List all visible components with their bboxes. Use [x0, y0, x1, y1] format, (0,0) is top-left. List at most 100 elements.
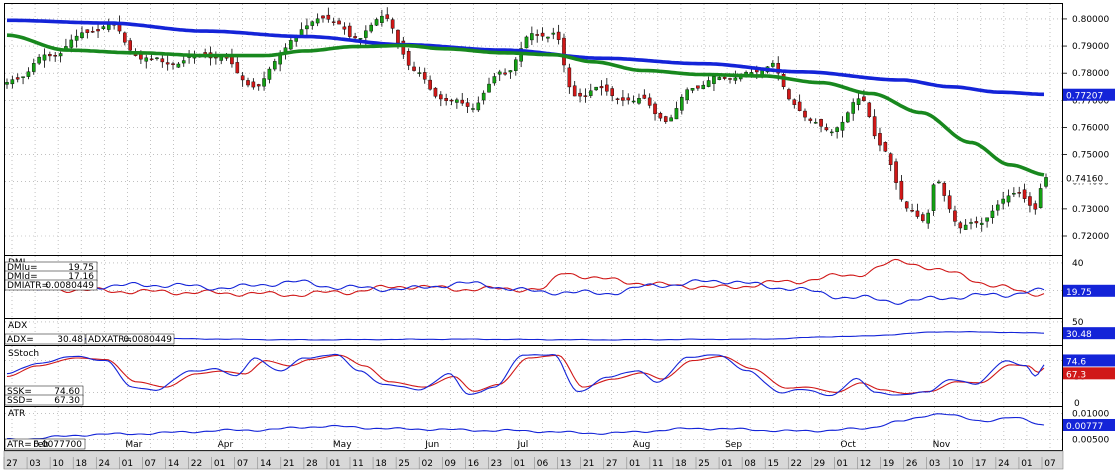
dmi-down-line: [6, 258, 1045, 298]
month-label: Nov: [933, 440, 951, 450]
adx-line: [7, 331, 1045, 341]
candle-down: [251, 81, 256, 88]
candle-down: [776, 63, 781, 74]
ma-long-tag-bg: [1063, 88, 1115, 101]
day-tick-label: 24: [99, 459, 111, 469]
candle-down: [449, 99, 454, 102]
candle-up: [262, 78, 266, 87]
day-tick-label: 21: [583, 459, 594, 469]
readout-value: 0.0080449: [123, 335, 172, 345]
candle-up: [42, 54, 47, 61]
month-label: Sep: [725, 440, 742, 450]
atr-value-tag: 0.00777: [1066, 422, 1103, 432]
candle-down: [562, 37, 566, 66]
atr-tick-label: 0.00500: [1072, 436, 1109, 446]
adx-panel[interactable]: ADX ADX= 30.48 ADXATR=0.0080449 50 30.48: [4, 318, 1116, 346]
candle-up: [937, 181, 941, 184]
candle-down: [610, 88, 614, 96]
candle-down: [396, 29, 400, 44]
candle-up: [1044, 177, 1048, 187]
candle-up: [5, 82, 9, 85]
candle-up: [176, 63, 181, 68]
day-tick-label: 01: [329, 459, 340, 469]
day-tick-label: 16: [468, 459, 480, 469]
candle-down: [439, 94, 443, 100]
candle-up: [455, 99, 459, 103]
readout-label: ADXATR=: [88, 335, 132, 345]
candle-up: [963, 224, 968, 230]
dmi-grid: [5, 256, 1062, 318]
price-tick-label: 0.79000: [1072, 42, 1109, 52]
candle-down: [128, 40, 132, 51]
candle-up: [181, 60, 186, 64]
candle-down: [572, 85, 577, 97]
day-tick-label: 01: [122, 459, 133, 469]
readout-label: DMIATR=: [7, 281, 49, 291]
candle-down: [15, 77, 20, 80]
candle-down: [433, 87, 438, 97]
readout-value: 0.0077700: [33, 440, 82, 450]
candle-up: [1006, 195, 1011, 203]
readout-box: [4, 394, 84, 406]
adx-axis: 50 30.48: [1063, 318, 1115, 340]
candle-down: [797, 101, 802, 112]
day-tick-label: 15: [767, 459, 778, 469]
day-tick-label: 03: [929, 459, 940, 469]
readout-value: 67.30: [54, 396, 80, 406]
candle-down: [862, 96, 866, 102]
month-label: Jun: [424, 440, 439, 450]
candle-up: [471, 108, 475, 110]
candle-down: [385, 14, 390, 19]
candle-down: [85, 29, 90, 33]
sstoch-grid: [5, 346, 1062, 406]
day-tick-label: 01: [1021, 459, 1032, 469]
adx-title: ADX: [8, 321, 27, 331]
price-panel[interactable]: 0.720000.730000.740000.750000.760000.770…: [4, 3, 1116, 256]
atr-value-tag-bg: [1063, 418, 1115, 431]
month-label: Jul: [516, 440, 528, 450]
candle-up: [69, 39, 74, 48]
day-labels: 27 03 10 18 24 01 07 14 22 01 07 14 21 28 01 11 18 25 02 09…: [3, 457, 1056, 469]
price-tick-label: 0.76000: [1072, 123, 1109, 133]
candle-up: [106, 24, 111, 30]
candle-down: [535, 34, 540, 36]
candle-down: [888, 153, 893, 165]
candle-down: [1033, 203, 1038, 210]
candle-down: [540, 32, 545, 37]
candle-up: [995, 204, 1000, 211]
candle-down: [347, 25, 352, 37]
candle-up: [101, 26, 106, 29]
month-label: Aug: [633, 440, 651, 450]
day-tick-label: 14: [168, 459, 180, 469]
ma-short-line: [6, 33, 1045, 177]
candle-up: [926, 212, 930, 224]
candle-down: [642, 94, 647, 99]
candle-down: [165, 62, 170, 65]
candle-down: [342, 26, 347, 30]
atr-panel[interactable]: ATR ATR= 0.0077700 0.01000 0.00500 0.00777: [4, 406, 1116, 451]
ma-long-line: [7, 18, 1044, 97]
dmi-value-tag: 19.75: [1066, 288, 1092, 298]
candle-down: [947, 195, 952, 210]
candle-down: [883, 142, 888, 152]
candle-up: [487, 83, 491, 93]
candle-up: [74, 35, 79, 41]
dmi-tick-label: 40: [1072, 259, 1084, 269]
candle-up: [26, 71, 31, 77]
candle-down: [583, 95, 588, 97]
candle-down: [808, 118, 813, 121]
day-tick-label: 12: [860, 459, 871, 469]
price-axis: 0.720000.730000.740000.750000.760000.770…: [1062, 15, 1109, 242]
month-label: Mar: [125, 440, 142, 450]
price-panel-frame: [4, 3, 1063, 256]
candle-down: [160, 58, 165, 63]
day-tick-label: 03: [29, 459, 40, 469]
sstoch-readouts: SSK= 74.60 SSD= 67.30: [4, 385, 84, 406]
candle-up: [1001, 198, 1005, 204]
candle-down: [722, 76, 727, 79]
candle-up: [588, 90, 593, 96]
candle-up: [80, 32, 84, 39]
dmi-panel[interactable]: DMI DMIu=19.75DMId=17.16DMIATR=0.0080449…: [4, 255, 1116, 319]
